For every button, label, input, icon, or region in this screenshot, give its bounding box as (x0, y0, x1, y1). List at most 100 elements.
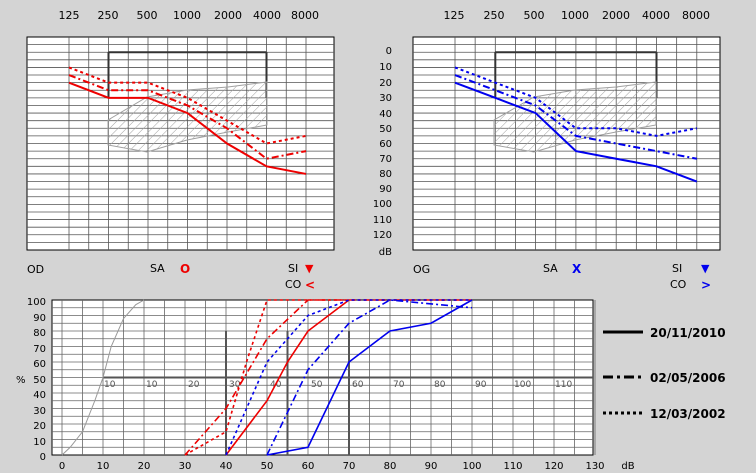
od-sa-symbol: O (180, 262, 190, 276)
speech-pct-tick: 100 (27, 297, 46, 308)
og-si-symbol: ▼ (701, 262, 710, 275)
od-freq-ticks: 125 250 500 1000 2000 4000 8000 (59, 9, 320, 22)
og-db-tick: 120 (373, 230, 392, 241)
og-db-tick: 40 (379, 109, 392, 120)
speech-db-tick: 50 (261, 461, 274, 472)
speech-pct-tick: 80 (33, 328, 46, 339)
od-freq-tick: 2000 (214, 9, 242, 22)
speech-db-tick: 30 (179, 461, 192, 472)
speech-inner-label: 50 (311, 380, 323, 390)
speech-db-tick: 100 (462, 461, 481, 472)
speech-series-line (61, 299, 145, 456)
speech-pct-tick: 90 (33, 313, 46, 324)
od-co-symbol: < (305, 278, 315, 292)
speech-pct-tick: 60 (33, 359, 46, 370)
od-freq-tick: 250 (98, 9, 119, 22)
series-line (68, 74, 307, 160)
og-db-ticks: 0 10 20 30 40 50 60 70 80 90 100 110 120… (373, 46, 392, 258)
speech-series-line (184, 299, 472, 456)
og-db-unit: dB (379, 247, 392, 258)
od-co-label: CO (285, 278, 302, 291)
og-db-tick: 0 (386, 46, 392, 57)
speech-db-tick: 110 (503, 461, 522, 472)
audiogram-og: 125 250 500 1000 2000 4000 8000 0 10 20 … (373, 9, 721, 292)
speech-pct-ticks: 100 90 80 70 60 50 40 30 20 10 0 % (16, 297, 46, 463)
speech-pct-tick: 40 (33, 390, 46, 401)
speech-pct-tick: 10 (33, 437, 46, 448)
og-freq-tick: 4000 (642, 9, 670, 22)
og-db-tick: 80 (379, 169, 392, 180)
speech-pct-tick: 50 (33, 375, 46, 386)
speech-inner-label: 100 (514, 380, 531, 390)
speech-db-tick: 40 (220, 461, 233, 472)
speech-pct-tick: 20 (33, 421, 46, 432)
speech-db-tick: 80 (384, 461, 397, 472)
speech-series-line (225, 299, 472, 456)
speech-series-line (225, 299, 350, 456)
speech-series-line (266, 299, 473, 456)
legend-label: 20/11/2010 (650, 326, 726, 340)
speech-inner-label: 70 (393, 380, 405, 390)
speech-db-tick: 90 (425, 461, 438, 472)
speech-db-tick: 130 (585, 461, 604, 472)
og-db-tick: 90 (379, 184, 392, 195)
og-db-tick: 100 (373, 199, 392, 210)
og-co-symbol: > (701, 278, 711, 292)
od-sa-label: SA (150, 262, 165, 275)
speech-db-ticks: 0 10 20 30 40 50 60 70 80 90 100 110 120… (59, 461, 635, 472)
og-db-tick: 60 (379, 139, 392, 150)
speech-inner-label: 30 (229, 380, 241, 390)
og-db-tick: 110 (373, 215, 392, 226)
od-side-label: OD (27, 263, 44, 276)
od-freq-tick: 1000 (173, 9, 201, 22)
speech-db-tick: 120 (544, 461, 563, 472)
speech-db-unit: dB (621, 461, 634, 472)
audiogram-od: 125 250 500 1000 2000 4000 8000 OD SA O … (26, 9, 335, 292)
speech-db-tick: 60 (302, 461, 315, 472)
og-speech-banana (493, 81, 657, 153)
og-series (454, 66, 698, 183)
speech-inner-label: 80 (434, 380, 446, 390)
speech-db-tick: 20 (138, 461, 151, 472)
speech-db-tick: 10 (97, 461, 110, 472)
og-freq-tick: 8000 (682, 9, 710, 22)
speech-inner-label: 90 (475, 380, 487, 390)
speech-inner-label: 10 (146, 380, 158, 390)
og-freq-tick: 125 (444, 9, 465, 22)
series-line (68, 66, 307, 145)
speech-inner-label: 60 (352, 380, 364, 390)
speech-audiogram: 100 90 80 70 60 50 40 30 20 10 0 % 10 10… (16, 297, 635, 472)
og-sa-label: SA (543, 262, 558, 275)
og-db-tick: 10 (379, 62, 392, 73)
series-line (454, 66, 697, 137)
og-db-tick: 70 (379, 154, 392, 165)
og-freq-ticks: 125 250 500 1000 2000 4000 8000 (444, 9, 711, 22)
od-freq-tick: 500 (137, 9, 158, 22)
od-freq-tick: 8000 (291, 9, 319, 22)
og-co-label: CO (670, 278, 687, 291)
od-freq-tick: 125 (59, 9, 80, 22)
og-db-tick: 50 (379, 124, 392, 135)
od-si-symbol: ▼ (305, 262, 314, 275)
og-db-tick: 20 (379, 78, 392, 89)
speech-pct-tick: 30 (33, 406, 46, 417)
series-line (454, 81, 698, 183)
speech-db-tick: 70 (343, 461, 356, 472)
speech-pct-unit: % (16, 375, 26, 386)
speech-series-line (266, 299, 473, 456)
og-freq-tick: 1000 (561, 9, 589, 22)
speech-inner-label: 110 (555, 380, 572, 390)
og-si-label: SI (672, 262, 682, 275)
od-series (68, 66, 307, 175)
legend-label: 12/03/2002 (650, 407, 726, 421)
speech-pct-tick: 70 (33, 344, 46, 355)
od-freq-tick: 4000 (253, 9, 281, 22)
speech-db-tick: 0 (59, 461, 65, 472)
speech-series (61, 299, 473, 456)
series-line (68, 81, 307, 175)
date-legend: 20/11/2010 02/05/2006 12/03/2002 (603, 326, 726, 421)
og-freq-tick: 500 (524, 9, 545, 22)
og-sa-symbol: X (572, 262, 582, 276)
speech-pct-tick: 0 (40, 452, 46, 463)
